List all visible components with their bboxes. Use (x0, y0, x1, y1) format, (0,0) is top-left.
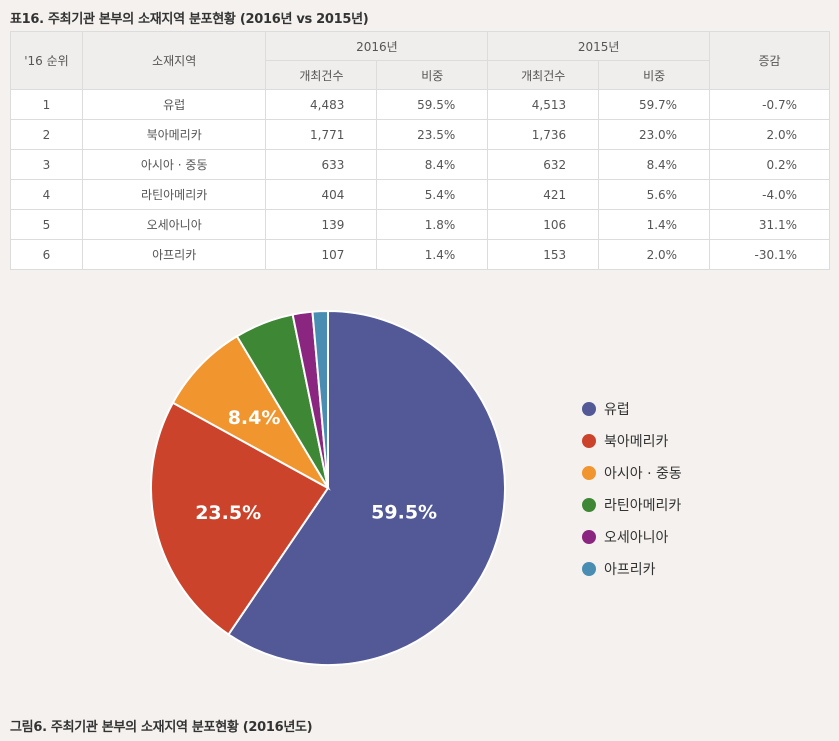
cell-rank: 5 (10, 209, 83, 240)
table-subheader-row: 개최건수 비중 개최건수 비중 (11, 60, 830, 90)
cell-region: 아시아 · 중동 (81, 149, 267, 180)
table-row: 6 아프리카 107 1.4% 153 2.0% -30.1% (10, 239, 830, 270)
cell-share-2016: 59.5% (376, 89, 489, 120)
legend-label: 라틴아메리카 (604, 497, 682, 514)
cell-count-2016: 139 (265, 209, 378, 240)
pie-chart: 59.5% 23.5% 8.4% (150, 309, 506, 666)
cell-share-2015: 23.0% (598, 119, 711, 150)
cell-count-2015: 632 (487, 149, 600, 180)
cell-share-2016: 5.4% (376, 179, 489, 210)
cell-rank: 6 (10, 239, 83, 270)
cell-count-2015: 1,736 (487, 119, 600, 150)
cell-share-2016: 23.5% (376, 119, 489, 150)
header-2016-count: 개최건수 (265, 60, 378, 90)
cell-count-2016: 404 (265, 179, 378, 210)
table-row: 2 북아메리카 1,771 23.5% 1,736 23.0% 2.0% (10, 119, 830, 150)
pie-slice-europe (227, 309, 506, 666)
cell-region: 유럽 (81, 89, 267, 120)
cell-count-2015: 421 (487, 179, 600, 210)
stats-table: '16 순위 소재지역 2016년 2015년 증감 개최건수 비중 개최건수 … (10, 31, 830, 270)
pie-slice-africa (311, 309, 329, 489)
cell-count-2016: 4,483 (265, 89, 378, 120)
data-label-asia-middle-east: 8.4% (228, 407, 281, 429)
cell-region: 오세아니아 (81, 209, 267, 240)
pie-slice-asia-middle-east (171, 334, 331, 491)
cell-rank: 4 (10, 179, 83, 210)
legend-item-europe: 유럽 (582, 397, 682, 420)
header-rank: '16 순위 (10, 31, 83, 90)
cell-share-2015: 59.7% (598, 89, 711, 120)
cell-count-2015: 4,513 (487, 89, 600, 120)
header-change: 증감 (709, 31, 830, 90)
legend-label: 아프리카 (604, 561, 656, 578)
pie-slice-north-america (150, 401, 330, 636)
table-title: 표16. 주최기관 본부의 소재지역 분포현황 (2016년 vs 2015년) (10, 12, 369, 27)
legend-item-latin-america: 라틴아메리카 (582, 493, 682, 516)
header-2016-share: 비중 (376, 60, 489, 90)
legend-label: 북아메리카 (604, 433, 669, 450)
cell-region: 라틴아메리카 (81, 179, 267, 210)
header-region: 소재지역 (81, 31, 267, 90)
figure-title: 그림6. 주최기관 본부의 소재지역 분포현황 (2016년도) (10, 720, 313, 735)
cell-count-2016: 633 (265, 149, 378, 180)
cell-share-2016: 8.4% (376, 149, 489, 180)
cell-share-2016: 1.8% (376, 209, 489, 240)
data-label-north-america: 23.5% (195, 502, 261, 524)
cell-share-2015: 8.4% (598, 149, 711, 180)
table-header-row: '16 순위 소재지역 2016년 2015년 증감 (10, 31, 830, 90)
legend-label: 오세아니아 (604, 529, 669, 546)
pie-chart-area: 59.5% 23.5% 8.4% (0, 300, 839, 680)
cell-count-2015: 153 (487, 239, 600, 270)
cell-change: 31.1% (709, 209, 830, 240)
header-2015: 2015년 (487, 31, 711, 61)
cell-rank: 3 (10, 149, 83, 180)
cell-share-2015: 5.6% (598, 179, 711, 210)
cell-share-2015: 1.4% (598, 209, 711, 240)
cell-share-2016: 1.4% (376, 239, 489, 270)
cell-change: 0.2% (709, 149, 830, 180)
cell-change: -30.1% (709, 239, 830, 270)
cell-region: 아프리카 (81, 239, 267, 270)
cell-rank: 1 (10, 89, 83, 120)
cell-count-2016: 107 (265, 239, 378, 270)
legend-swatch (582, 401, 596, 416)
cell-count-2015: 106 (487, 209, 600, 240)
cell-region: 북아메리카 (81, 119, 267, 150)
cell-change: -0.7% (709, 89, 830, 120)
table-row: 5 오세아니아 139 1.8% 106 1.4% 31.1% (10, 209, 830, 240)
legend-label: 유럽 (604, 401, 630, 418)
legend-swatch (582, 561, 596, 576)
legend-swatch (582, 433, 596, 448)
legend-swatch (582, 497, 596, 512)
legend-item-africa: 아프리카 (582, 557, 682, 580)
legend-label: 아시아 · 중동 (604, 465, 682, 482)
legend-swatch (582, 465, 596, 480)
header-2015-share: 비중 (598, 60, 711, 90)
table-row: 1 유럽 4,483 59.5% 4,513 59.7% -0.7% (10, 89, 830, 120)
legend-swatch (582, 529, 596, 544)
cell-count-2016: 1,771 (265, 119, 378, 150)
header-2016: 2016년 (265, 31, 489, 61)
cell-change: 2.0% (709, 119, 830, 150)
data-label-europe: 59.5% (371, 501, 437, 523)
table-row: 4 라틴아메리카 404 5.4% 421 5.6% -4.0% (10, 179, 830, 210)
legend-item-asia-middle-east: 아시아 · 중동 (582, 461, 682, 484)
legend-item-north-america: 북아메리카 (582, 429, 682, 452)
legend-item-oceania: 오세아니아 (582, 525, 682, 548)
cell-share-2015: 2.0% (598, 239, 711, 270)
header-2015-count: 개최건수 (487, 60, 600, 90)
cell-change: -4.0% (709, 179, 830, 210)
cell-rank: 2 (10, 119, 83, 150)
table-row: 3 아시아 · 중동 633 8.4% 632 8.4% 0.2% (10, 149, 830, 180)
